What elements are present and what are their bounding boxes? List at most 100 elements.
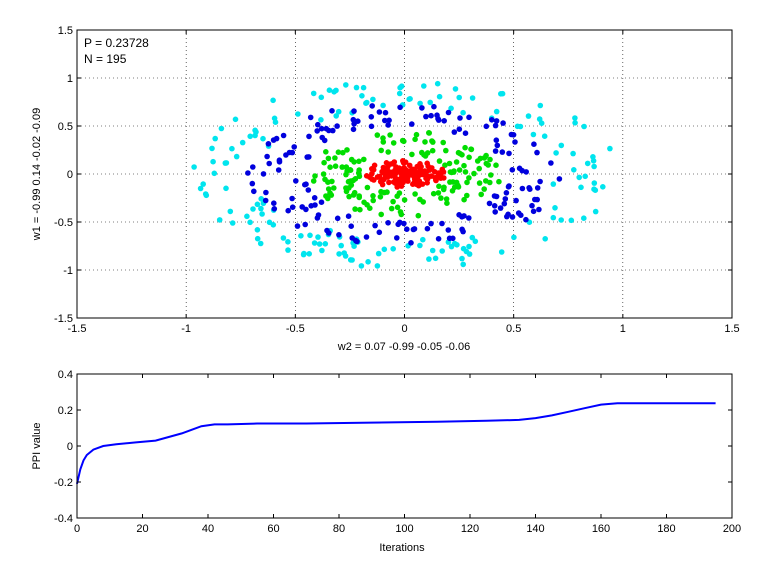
scatter-point [376,229,383,236]
scatter-point [343,82,349,88]
scatter-point [359,93,365,99]
scatter-point [534,185,541,191]
scatter-point [334,123,340,129]
scatter-point [441,175,447,181]
scatter-point [496,178,502,185]
scatter-point [218,125,225,132]
scatter-point [203,192,210,199]
scatter-point [498,249,505,255]
scatter-point [314,128,321,134]
scatter-point [385,220,391,226]
scatter-point [386,117,392,124]
scatter-point [459,214,465,220]
scatter-ytick-label: -1.5 [54,313,73,325]
scatter-point [592,208,599,215]
ppi-xtick-label: 140 [526,523,544,535]
scatter-point [455,182,461,189]
scatter-point [345,213,352,219]
scatter-point [239,139,246,146]
scatter-point [410,166,416,173]
scatter-point [294,223,301,229]
scatter-point [326,87,333,93]
scatter-point [322,176,328,183]
ppi-xtick-label: 100 [395,523,413,535]
scatter-point [291,144,298,150]
scatter-point [436,183,442,190]
scatter-point [323,149,329,155]
scatter-point [464,192,470,199]
scatter-point [266,160,273,167]
scatter-point [421,152,427,158]
scatter-point [483,123,490,130]
scatter-point [441,118,448,124]
scatter-point [364,184,371,191]
scatter-point [244,213,250,220]
scatter-point [591,180,598,186]
scatter-point [466,175,472,181]
scatter-point [251,188,257,195]
scatter-point [280,132,287,139]
scatter-point [463,248,470,255]
scatter-point [343,171,349,178]
scatter-xtick-label: 0 [401,323,407,335]
scatter-point [384,164,391,170]
scatter-point [523,216,529,223]
ppi-xtick-label: 20 [136,523,148,535]
scatter-point [417,242,423,249]
scatter-point [401,220,407,227]
scatter-point [385,122,392,128]
scatter-point [542,236,548,242]
scatter-point [590,154,596,160]
scatter-point [227,208,234,215]
scatter-point [346,185,352,191]
scatter-point [356,173,363,180]
scatter-point [591,186,597,192]
scatter-point [412,136,418,143]
scatter-point [352,206,358,212]
ppi-xtick-label: 120 [461,523,479,535]
scatter-point [448,243,455,250]
scatter-point [272,119,279,125]
scatter-point [319,247,325,254]
ppi-line [76,402,716,485]
scatter-point [262,197,269,204]
scatter-point [534,196,540,203]
scatter-point [509,214,516,220]
scatter-point [327,164,333,170]
scatter-point [607,145,613,152]
scatter-point [245,170,251,176]
scatter-xtick-label: 1.5 [724,323,739,335]
scatter-point [443,196,450,202]
scatter-point [450,235,456,242]
scatter-point [457,115,463,121]
scatter-point [303,181,309,187]
scatter-point [453,159,460,165]
scatter-point [370,197,377,204]
scatter-point [447,169,454,175]
scatter-point [397,209,404,215]
scatter-point [383,160,390,166]
scatter-point [310,178,317,184]
scatter-point [321,137,328,144]
scatter-point [350,192,357,198]
scatter-point [401,197,408,203]
scatter-point [424,180,431,186]
scatter-point [323,125,330,132]
scatter-point [300,251,307,258]
scatter-point [429,247,436,254]
scatter-point [447,179,453,185]
scatter-point [407,96,413,102]
scatter-ylabel: w1 = -0.99 0.14 -0.02 -0.09 [31,108,43,241]
scatter-point [392,180,399,186]
scatter-point [386,169,392,175]
scatter-point [439,220,445,227]
scatter-point [223,185,229,192]
scatter-point [572,115,578,121]
scatter-point [322,241,329,247]
scatter-point [460,261,467,268]
scatter-point [512,139,518,145]
scatter-xtick-label: -1 [181,323,191,335]
scatter-point [474,158,481,164]
scatter-point [325,186,332,192]
scatter-point [548,160,554,166]
